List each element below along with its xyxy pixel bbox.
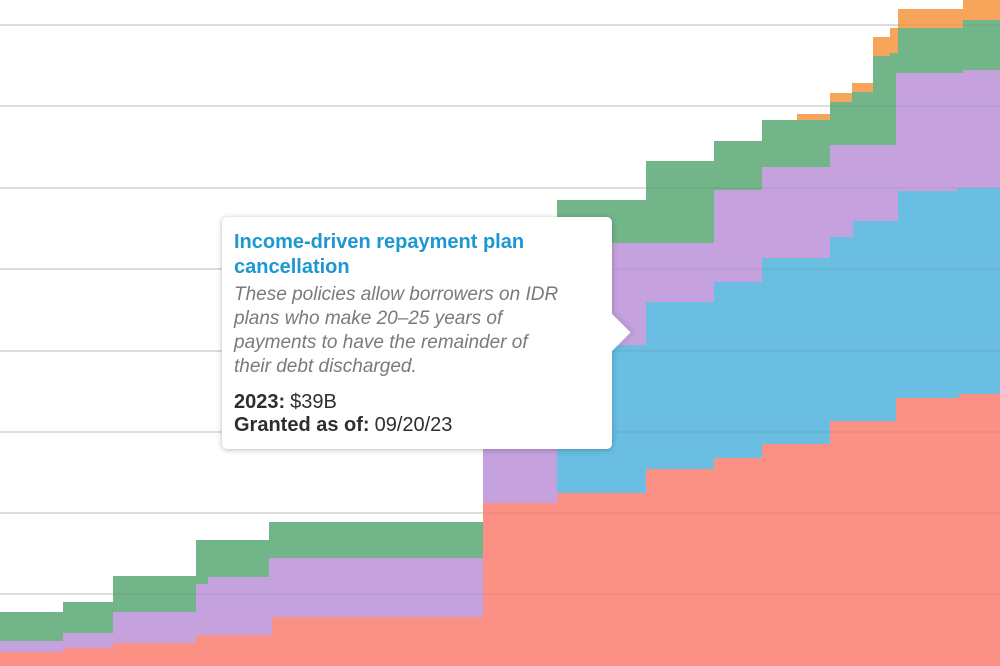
tooltip-description: These policies allow borrowers on IDR pl… [234, 284, 559, 377]
tooltip-stats: 2023: $39B Granted as of: 09/20/23 [234, 391, 598, 437]
series-blue-area[interactable] [0, 188, 1000, 652]
tooltip-year-label: 2023: [234, 391, 286, 413]
tooltip-granted-label: Granted as of: [234, 414, 370, 436]
tooltip-granted-value: 09/20/23 [374, 414, 453, 436]
tooltip: Income-driven repayment plan cancellatio… [222, 217, 631, 449]
series-green-area[interactable] [0, 20, 1000, 641]
series-purple-area[interactable] [0, 70, 1000, 652]
tooltip-year-stat: 2023: $39B [234, 391, 598, 414]
series-salmon-area[interactable] [0, 394, 1000, 666]
tooltip-granted-stat: Granted as of: 09/20/23 [234, 414, 598, 437]
tooltip-title: Income-driven repayment plan cancellatio… [234, 231, 525, 278]
tooltip-year-value: $39B [290, 391, 337, 413]
